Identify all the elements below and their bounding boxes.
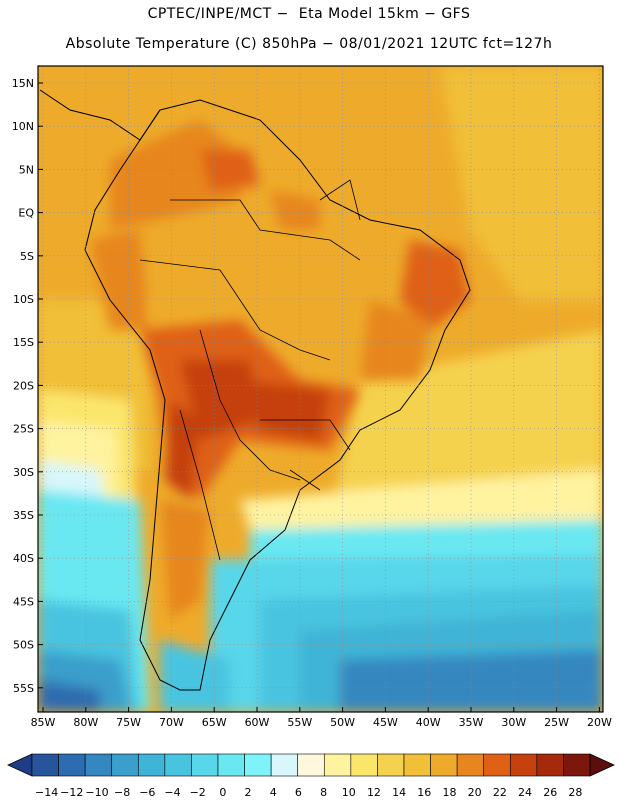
map-frame	[37, 65, 604, 713]
latitude-labels: 15N 10N 5N EQ 5S 10S 15S 20S 25S 30S 35S 40S 45S 50S 5…	[12, 77, 43, 695]
lon-label-45W: 45W	[373, 716, 398, 729]
lat-label-15N: 15N	[12, 77, 34, 90]
map-subtitle: Absolute Temperature (C) 850hPa − 08/01/…	[65, 36, 553, 52]
colorbar-swatch	[84, 753, 113, 777]
colorbar-swatch	[563, 753, 591, 777]
colorbar-label: 10	[342, 786, 356, 799]
lat-label-40S: 40S	[13, 552, 34, 565]
colorbar-label: 14	[392, 786, 406, 799]
lon-label-25W: 25W	[544, 716, 569, 729]
colorbar-label: −4	[164, 786, 180, 799]
lon-label-50W: 50W	[330, 716, 355, 729]
lat-label-30S: 30S	[13, 466, 34, 479]
colorbar-swatch	[377, 753, 405, 777]
south-america-coastline	[84, 99, 471, 691]
colorbar-label: 28	[568, 786, 582, 799]
lat-label-10S: 10S	[13, 293, 34, 306]
lon-label-70W: 70W	[159, 716, 184, 729]
colorbar: −14 −12 −10 −8 −6 −4 −2 0 2 4 6 8 10 12 14 16 18 20 22 24 26…	[7, 753, 615, 799]
lon-label-80W: 80W	[73, 716, 98, 729]
lon-label-35W: 35W	[459, 716, 484, 729]
colorbar-label: −6	[139, 786, 155, 799]
colorbar-swatch	[244, 753, 272, 777]
map-title: CPTEC/INPE/MCT − Eta Model 15km − GFS	[147, 6, 471, 22]
colorbar-swatch	[164, 753, 192, 777]
colorbar-label: 4	[270, 786, 277, 799]
colorbar-swatch	[456, 753, 485, 777]
lon-label-30W: 30W	[501, 716, 526, 729]
colorbar-swatch	[403, 753, 431, 777]
colorbar-swatch	[430, 753, 458, 777]
lon-label-60W: 60W	[245, 716, 270, 729]
colorbar-label: −12	[60, 786, 83, 799]
colorbar-label: 26	[543, 786, 557, 799]
central-america-coastline	[39, 89, 161, 141]
colorbar-label: 20	[468, 786, 482, 799]
colorbar-label: 16	[417, 786, 431, 799]
colorbar-label: 0	[219, 786, 226, 799]
colorbar-swatch	[323, 753, 352, 777]
colorbar-label: 12	[367, 786, 381, 799]
country-borders	[139, 179, 361, 561]
lat-label-45S: 45S	[13, 595, 34, 608]
colorbar-label: 22	[493, 786, 507, 799]
lat-label-55S: 55S	[13, 682, 34, 695]
colorbar-swatch	[483, 753, 511, 777]
lon-label-40W: 40W	[416, 716, 441, 729]
colorbar-label: 24	[518, 786, 532, 799]
colorbar-swatch	[509, 753, 538, 777]
lat-label-50S: 50S	[13, 639, 34, 652]
colorbar-label: −2	[190, 786, 206, 799]
colorbar-label: −8	[114, 786, 130, 799]
colorbar-swatch	[137, 753, 166, 777]
colorbar-swatch	[536, 753, 564, 777]
lon-label-75W: 75W	[116, 716, 141, 729]
colorbar-label: −14	[35, 786, 58, 799]
colorbar-arrow-high	[589, 753, 615, 777]
lat-label-15S: 15S	[13, 336, 34, 349]
colorbar-swatch	[350, 753, 378, 777]
colorbar-arrow-low	[7, 753, 33, 777]
lat-label-35S: 35S	[13, 509, 34, 522]
colorbar-swatch	[58, 753, 86, 777]
colorbar-label: −10	[85, 786, 108, 799]
longitude-labels: 85W 80W 75W 70W 65W 60W 55W 50W 45W 40W 35W 30W 25W 2…	[31, 707, 612, 729]
lon-label-85W: 85W	[31, 716, 56, 729]
colorbar-label: 8	[320, 786, 327, 799]
lat-label-20S: 20S	[13, 379, 34, 392]
colorbar-swatch	[297, 753, 325, 777]
temperature-field	[38, 66, 603, 712]
colorbar-swatch	[217, 753, 245, 777]
lat-label-25S: 25S	[13, 423, 34, 436]
colorbar-swatch	[111, 753, 139, 777]
colorbar-label: 2	[245, 786, 252, 799]
lat-label-5S: 5S	[20, 250, 34, 263]
lon-label-55W: 55W	[287, 716, 312, 729]
lat-label-5N: 5N	[19, 163, 34, 176]
lat-label-10N: 10N	[12, 120, 34, 133]
colorbar-label: 18	[442, 786, 456, 799]
lon-label-65W: 65W	[202, 716, 227, 729]
colorbar-swatch	[270, 753, 299, 777]
colorbar-swatch	[191, 753, 219, 777]
colorbar-swatch	[31, 753, 59, 777]
lat-label-EQ: EQ	[18, 207, 34, 220]
colorbar-label: 6	[295, 786, 302, 799]
lon-label-20W: 20W	[587, 716, 612, 729]
